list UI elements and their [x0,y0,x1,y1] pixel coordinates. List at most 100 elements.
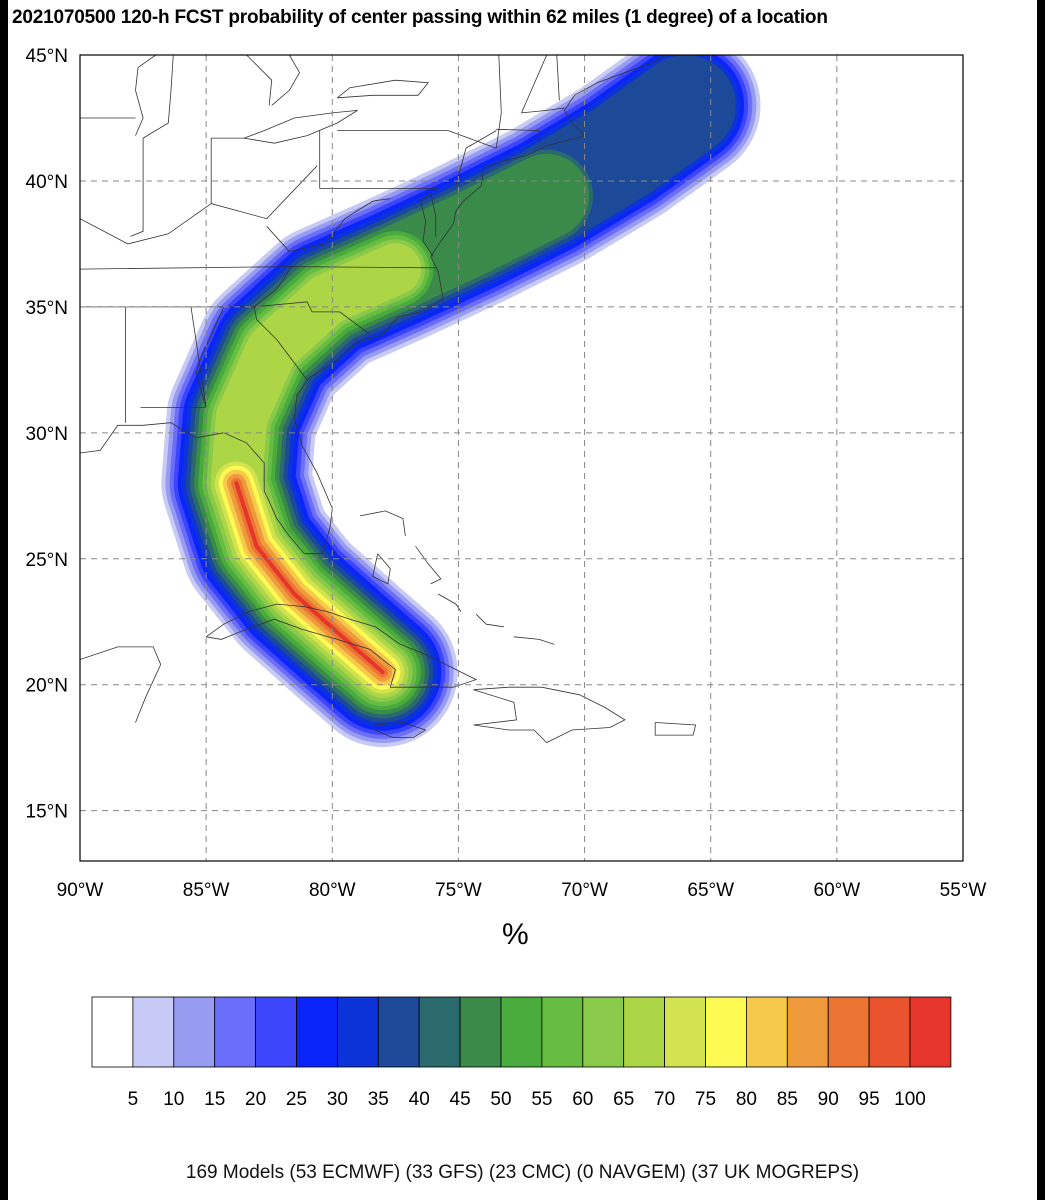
colorbar-cell [664,996,706,1068]
coastline-segment [266,198,391,252]
coastline-segment [337,130,497,149]
coastline-segment [142,55,174,139]
coastline-segment [521,107,565,114]
colorbar-level-label: 20 [245,1089,266,1110]
colorbar-level-label: 100 [894,1089,926,1110]
colorbar-level-label: 30 [327,1089,348,1110]
colorbar-level-label: 15 [204,1089,225,1110]
lat-tick-label: 35°N [26,298,68,319]
figure-title: 2021070500 120-h FCST probability of cen… [12,7,828,28]
lon-tick-label: 55°W [940,880,987,901]
colorbar-level-label: 95 [859,1089,880,1110]
colorbar-level-label: 40 [409,1089,430,1110]
coastline-segment [475,613,504,628]
colorbar-unit-label: % [502,918,529,951]
coastline-segment [80,165,318,245]
coastline-segment [495,55,502,149]
coastline-segment [210,137,244,204]
lon-tick-label: 80°W [309,880,356,901]
colorbar-labels: 5 10 15 20 25 30 35 40 45 50 55 60 65 70 75 80 85 90 95 100 [128,1089,926,1110]
colorbar-cell [255,996,297,1068]
colorbar-cell [500,996,543,1068]
colorbar-cells [91,996,952,1068]
coastline-segment [271,55,300,106]
colorbar-level-label: 35 [368,1089,389,1110]
coastline-segment [521,55,548,114]
colorbar-level-label: 45 [450,1089,471,1110]
lon-tick-label: 70°W [561,880,608,901]
colorbar-cell [541,996,584,1068]
coastline-segment [253,306,308,381]
coastline-segment [337,79,429,99]
lat-tick-label: 45°N [26,46,68,67]
lon-tick-label: 60°W [814,880,861,901]
colorbar-cell [827,996,870,1068]
colorbar-cell [746,996,788,1068]
colorbar-level-label: 60 [572,1089,593,1110]
coastline-segment [80,266,292,270]
colorbar-cell [296,996,338,1068]
colorbar-level-label: 5 [128,1089,139,1110]
colorbar-cell [868,996,911,1068]
coastline-segment [415,545,442,585]
colorbar-level-label: 90 [818,1089,839,1110]
coastline-segment [496,128,540,144]
coastline-segment [654,722,697,736]
colorbar-cell [705,996,747,1068]
colorbar-level-label: 75 [695,1089,716,1110]
coastline-segment [420,192,437,257]
colorbar-legend: 5 10 15 20 25 30 35 40 45 50 55 60 65 70 75 80 85 90 95 100 [91,996,952,1110]
coastline-segment [556,55,560,101]
coastline-segment [359,510,406,537]
lat-tick-label: 15°N [26,802,68,823]
colorbar-cell [909,996,952,1068]
coastline-segment [513,636,555,645]
probability-band-100 [234,481,385,675]
longitude-labels: 90°W 85°W 80°W 75°W 70°W 65°W 60°W 55°W [57,880,987,901]
lon-tick-label: 90°W [57,880,104,901]
colorbar-level-label: 10 [163,1089,184,1110]
coastline-segment [438,593,462,612]
colorbar-cell [459,996,502,1068]
colorbar-level-label: 55 [531,1089,552,1110]
figure-page: 2021070500 120-h FCST probability of cen… [8,0,1037,1200]
coastline-segment [135,55,156,136]
colorbar-level-label: 80 [736,1089,757,1110]
colorbar-cell [173,996,216,1068]
lat-tick-label: 20°N [26,676,68,697]
lon-tick-label: 85°W [183,880,230,901]
lat-tick-label: 40°N [26,172,68,193]
colorbar-cell [214,996,256,1068]
model-count-footer: 169 Models (53 ECMWF) (33 GFS) (23 CMC) … [185,1162,860,1183]
lat-tick-label: 25°N [26,550,68,571]
coastline-segment [374,722,427,738]
probability-map: 90°W 85°W 80°W 75°W 70°W 65°W 60°W 55°W 15°N 20°… [26,46,987,901]
colorbar-cell [336,996,379,1068]
probability-contours [161,55,761,748]
coastline-segment [372,553,391,585]
map-frame [79,54,964,862]
coastline-segment [246,55,273,106]
coastline-segment [253,266,436,308]
lon-tick-label: 75°W [435,880,482,901]
latitude-labels: 15°N 20°N 25°N 30°N 35°N 40°N 45°N [26,46,68,823]
coastline-segment [80,55,666,555]
lat-lon-grid [80,55,963,861]
coastline-segment [190,306,207,408]
colorbar-level-label: 70 [654,1089,675,1110]
colorbar-cell [418,996,461,1068]
colorbar-cell [623,996,666,1068]
colorbar-level-label: 50 [490,1089,511,1110]
coastline-segment [195,306,225,408]
lat-tick-label: 30°N [26,424,68,445]
coastline-segment [80,646,162,723]
coastline-segment [455,130,497,187]
colorbar-cell [132,996,175,1068]
colorbar-level-label: 65 [613,1089,634,1110]
colorbar-cell [786,996,829,1068]
coastline-segment [243,110,358,144]
coastline-segment [130,138,144,237]
coastline-segment [473,686,626,744]
colorbar-cell [582,996,625,1068]
coastline-segment [205,603,478,688]
